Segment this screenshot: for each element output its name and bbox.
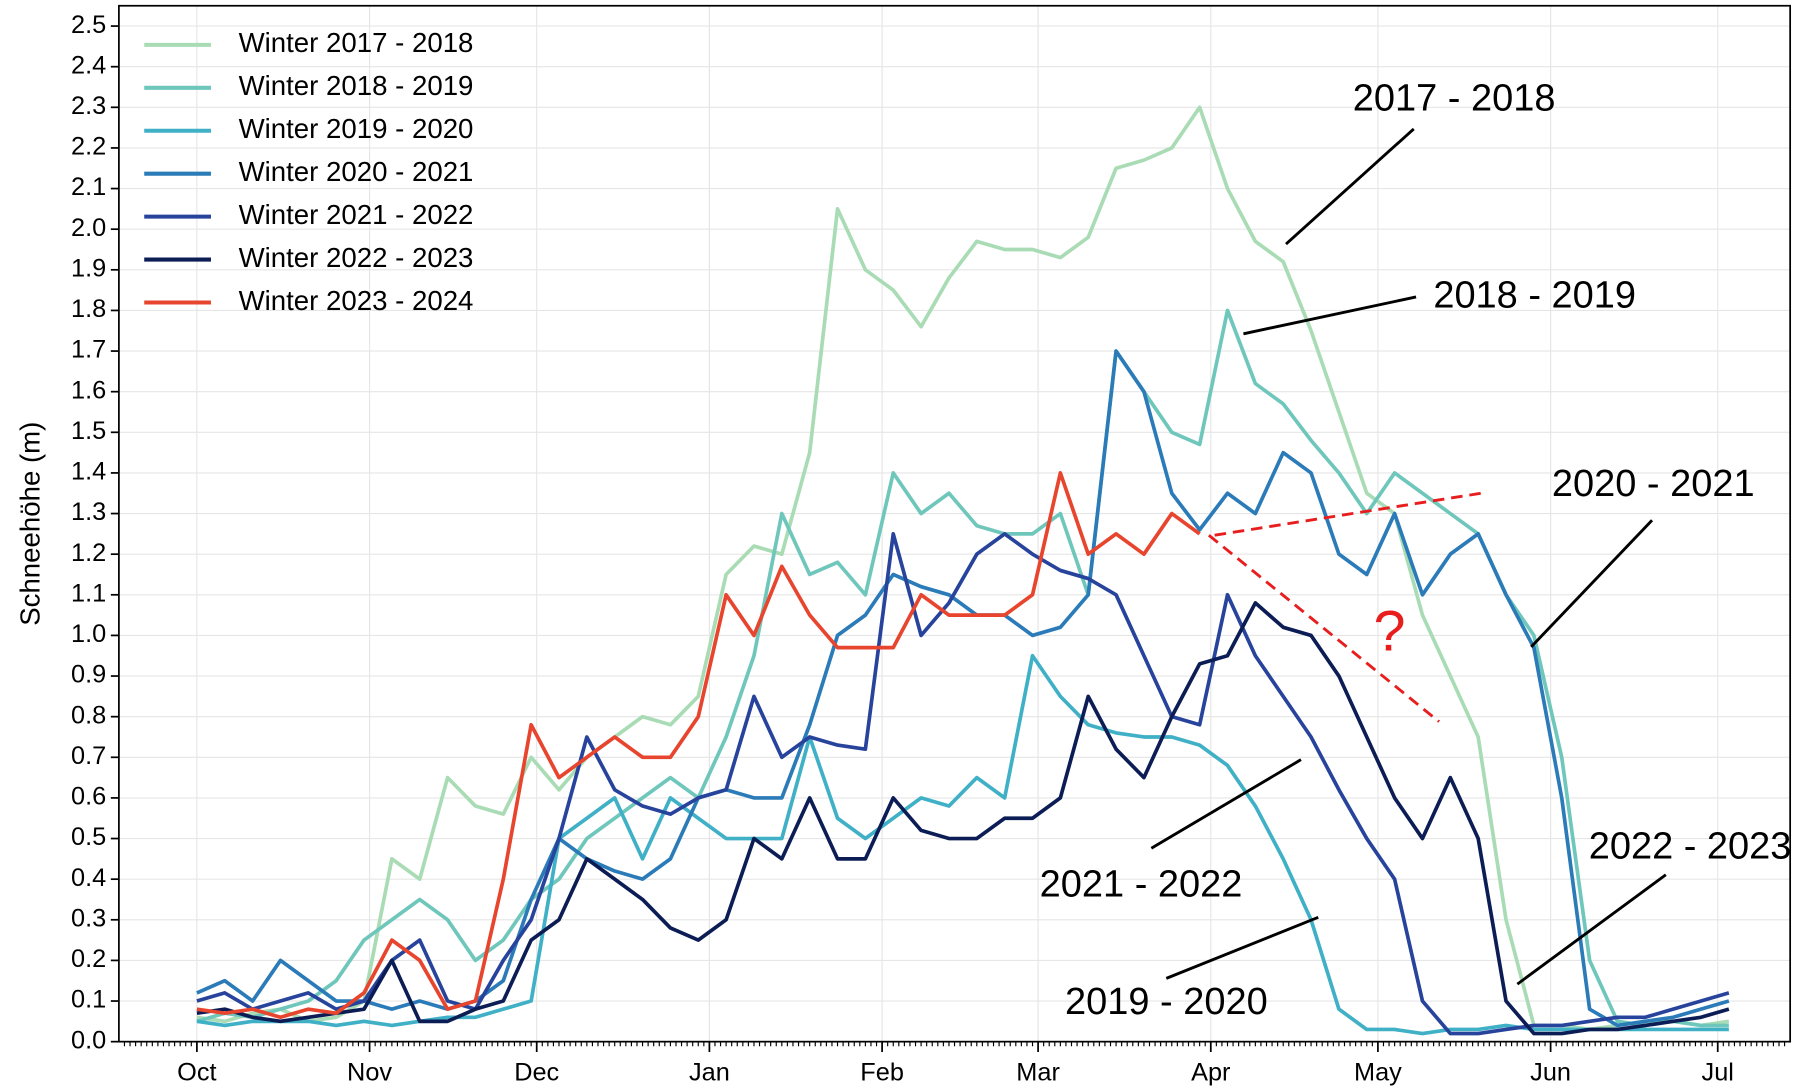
legend-label: Winter 2018 - 2019 xyxy=(239,70,474,101)
series-line xyxy=(196,653,1729,1036)
x-tick-label: Mar xyxy=(1016,1059,1060,1087)
y-tick-label: 0.6 xyxy=(71,783,106,811)
y-tick-label: 1.4 xyxy=(71,458,106,486)
annotation: ? xyxy=(1373,599,1405,663)
y-tick-label: 0.0 xyxy=(71,1026,106,1054)
y-tick-label: 0.3 xyxy=(71,904,106,932)
annotation: 2017 - 2018 xyxy=(1353,77,1556,119)
annotation: 2018 - 2019 xyxy=(1433,274,1636,316)
y-axis-label: Schneehöhe (m) xyxy=(14,422,45,626)
annotation: 2022 - 2023 xyxy=(1589,826,1792,868)
x-tick-label: Nov xyxy=(347,1059,392,1087)
legend: Winter 2017 - 2018 Winter 2018 - 2019 Wint… xyxy=(144,27,473,316)
lines xyxy=(196,105,1730,1036)
trend-line xyxy=(1207,534,1440,723)
leader-line xyxy=(1530,519,1654,648)
x-tick-label: Apr xyxy=(1191,1059,1231,1087)
leader-line xyxy=(1516,873,1667,986)
x-tick-label: May xyxy=(1354,1059,1402,1087)
leader-lines xyxy=(1150,127,1667,986)
annotation: 2020 - 2021 xyxy=(1552,463,1755,505)
y-tick-label: 1.9 xyxy=(71,254,106,282)
x-tick-label: Jul xyxy=(1702,1059,1734,1087)
x-tick-label: Oct xyxy=(177,1059,216,1087)
legend-label: Winter 2022 - 2023 xyxy=(239,242,474,273)
series-line xyxy=(196,601,1730,1036)
y-tick-label: 0.4 xyxy=(71,864,106,892)
legend-label: Winter 2023 - 2024 xyxy=(239,285,474,316)
series-line xyxy=(196,308,1729,1028)
y-tick-label: 0.7 xyxy=(71,742,106,770)
trend-lines xyxy=(1207,491,1486,723)
y-tick-label: 1.2 xyxy=(71,539,106,567)
plot-frame xyxy=(118,4,1792,1043)
series-line xyxy=(196,105,1730,1032)
y-tick-label: 1.6 xyxy=(71,376,106,404)
y-tick-label: 0.2 xyxy=(71,945,106,973)
leader-line xyxy=(1150,758,1302,850)
y-tick-label: 2.0 xyxy=(71,214,106,242)
x-tick-label: Jan xyxy=(689,1059,730,1087)
trend-line xyxy=(1214,491,1486,537)
series-line xyxy=(196,532,1730,1036)
y-tick-label: 1.7 xyxy=(71,336,106,364)
y-tick-label: 1.3 xyxy=(71,498,106,526)
leader-line xyxy=(1285,127,1415,246)
y-tick-label: 2.5 xyxy=(71,11,106,39)
y-tick-label: 1.0 xyxy=(71,620,106,648)
y-tick-label: 2.2 xyxy=(71,133,106,161)
series-line xyxy=(196,349,1730,1028)
series-line xyxy=(196,471,1201,1020)
legend-label: Winter 2019 - 2020 xyxy=(239,113,474,144)
legend-label: Winter 2017 - 2018 xyxy=(239,27,474,58)
y-tick-label: 2.1 xyxy=(71,173,106,201)
x-tick-label: Dec xyxy=(514,1059,559,1087)
annotation: 2021 - 2022 xyxy=(1040,864,1243,906)
y-tick-label: 0.1 xyxy=(71,986,106,1014)
grid: 0.0 0.1 0.2 0.3 0.4 0.5 0.6 0.7 0.8 0.9 1.0 1.1 1.2 1… xyxy=(71,5,1791,1087)
y-tick-label: 1.5 xyxy=(71,417,106,445)
annotation: 2019 - 2020 xyxy=(1065,981,1268,1023)
y-tick-label: 2.3 xyxy=(71,92,106,120)
x-tick-label: Jun xyxy=(1530,1059,1571,1087)
y-tick-label: 1.8 xyxy=(71,295,106,323)
legend-label: Winter 2021 - 2022 xyxy=(239,199,474,230)
legend-label: Winter 2020 - 2021 xyxy=(239,156,474,187)
y-tick-label: 0.8 xyxy=(71,701,106,729)
y-tick-label: 0.5 xyxy=(71,823,106,851)
leader-line xyxy=(1243,295,1417,336)
y-tick-label: 2.4 xyxy=(71,51,106,79)
y-tick-label: 0.9 xyxy=(71,661,106,689)
y-tick-label: 1.1 xyxy=(71,579,106,607)
leader-line xyxy=(1165,916,1319,980)
x-tick-label: Feb xyxy=(860,1059,904,1087)
annotations: 2017 - 2018 2018 - 2019 2020 - 2021 2022 - … xyxy=(1040,77,1792,1023)
